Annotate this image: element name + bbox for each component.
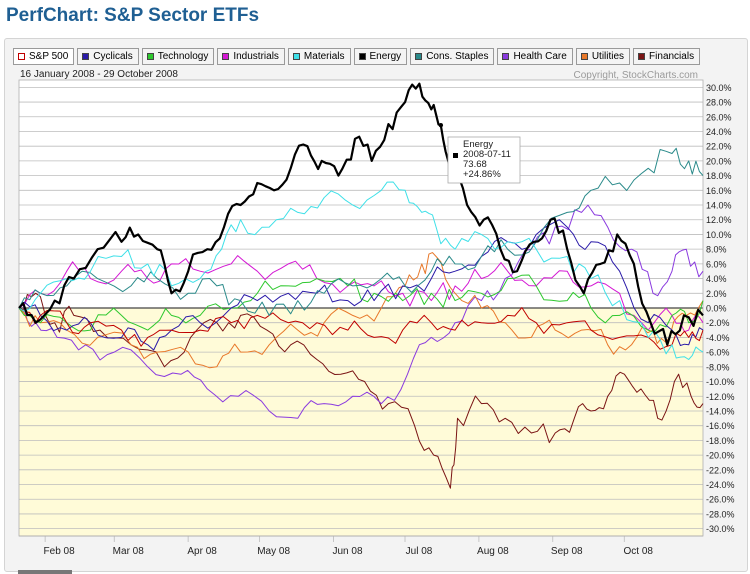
legend-item-cyclicals[interactable]: Cyclicals [77,48,139,65]
series-line-energy [18,82,704,346]
series-line-s-p-500 [18,307,704,350]
series-line-technology [18,274,704,333]
legend-swatch [580,53,588,60]
series-line-materials [18,181,704,360]
x-tick-label: Feb 08 [44,546,76,557]
y-tick-label: -30.0% [706,524,735,534]
y-tick-label: -14.0% [706,406,735,416]
legend-swatch [82,53,90,60]
legend-item-financials[interactable]: Financials [633,48,701,65]
legend-item-health-care[interactable]: Health Care [497,48,573,65]
legend-swatch [638,53,646,60]
x-tick-label: Jul 08 [406,546,433,557]
legend-label: Cons. Staples [426,51,489,62]
y-tick-label: -8.0% [706,362,730,372]
y-tick-label: -18.0% [706,436,735,446]
tooltip-marker [438,122,444,128]
series-line-cons-staples [18,147,704,316]
legend-label: S&P 500 [29,51,69,62]
legend-label: Materials [303,51,345,62]
legend-swatch [222,53,230,60]
legend-label: Cyclicals [93,51,133,62]
series-line-cyclicals [18,219,704,351]
x-tick-label: Jun 08 [332,546,362,557]
legend-label: Financials [649,51,695,62]
tooltip-change: +24.86% [463,169,501,180]
legend-swatch [18,53,25,60]
y-tick-label: 30.0% [706,83,732,93]
y-tick-label: -10.0% [706,377,735,387]
y-tick-label: 22.0% [706,142,732,152]
series-line-industrials [18,255,704,333]
x-tick-label: Sep 08 [551,546,583,557]
legend-label: Utilities [591,51,625,62]
x-tick-label: Aug 08 [477,546,509,557]
legend-item-s-p-500[interactable]: S&P 500 [13,48,75,65]
x-tick-label: Apr 08 [187,546,217,557]
page-title: PerfChart: S&P Sector ETFs [6,5,260,26]
y-tick-label: -6.0% [706,348,730,358]
tooltip-swatch [453,153,458,158]
y-tick-label: -2.0% [706,318,730,328]
legend-swatch [146,53,154,60]
legend: S&P 500 Cyclicals Technology Industrials Mat… [13,48,701,65]
y-tick-label: -4.0% [706,333,730,343]
legend-label: Industrials [233,51,279,62]
series-line-financials [18,292,704,489]
legend-item-cons-staples[interactable]: Cons. Staples [410,48,495,65]
y-tick-label: -22.0% [706,465,735,475]
y-tick-label: -16.0% [706,421,735,431]
y-tick-label: 20.0% [706,156,732,166]
y-tick-label: 26.0% [706,112,732,122]
legend-item-materials[interactable]: Materials [287,48,351,65]
y-tick-label: 14.0% [706,201,732,211]
legend-swatch [358,53,366,60]
y-tick-label: 0.0% [706,304,727,314]
legend-swatch [502,53,510,60]
tooltip-date: 2008-07-11 [463,149,511,160]
tooltip-series: Energy [463,139,493,150]
y-tick-label: 4.0% [706,274,727,284]
tooltip-value: 73.68 [463,159,487,170]
y-tick-label: -24.0% [706,480,735,490]
y-tick-label: -20.0% [706,451,735,461]
legend-label: Health Care [513,51,567,62]
y-tick-label: 6.0% [706,259,727,269]
y-tick-label: 10.0% [706,230,732,240]
legend-swatch [292,53,300,60]
y-tick-label: 24.0% [706,127,732,137]
legend-item-energy[interactable]: Energy [353,48,408,65]
y-tick-label: 16.0% [706,186,732,196]
y-tick-label: -28.0% [706,509,735,519]
series-line-health-care [18,204,704,419]
legend-label: Energy [369,51,402,62]
legend-label: Technology [157,51,209,62]
y-tick-label: 2.0% [706,289,727,299]
plot-area-positive [19,80,703,308]
tooltip-box [447,136,521,184]
legend-item-industrials[interactable]: Industrials [217,48,285,65]
legend-item-utilities[interactable]: Utilities [575,48,631,65]
copyright: Copyright, StockCharts.com [573,70,699,81]
legend-item-technology[interactable]: Technology [141,48,215,65]
y-tick-label: 12.0% [706,215,732,225]
legend-swatch [415,53,423,60]
date-range: 16 January 2008 - 29 October 2008 [20,69,178,80]
scrollbar[interactable] [18,570,72,574]
y-tick-label: 18.0% [706,171,732,181]
x-tick-label: Mar 08 [113,546,145,557]
plot-area-negative [19,308,703,536]
x-tick-label: May 08 [257,546,290,557]
y-tick-label: -26.0% [706,495,735,505]
x-tick-label: Oct 08 [624,546,654,557]
y-tick-label: -12.0% [706,392,735,402]
y-tick-label: 8.0% [706,245,727,255]
y-tick-label: 28.0% [706,98,732,108]
